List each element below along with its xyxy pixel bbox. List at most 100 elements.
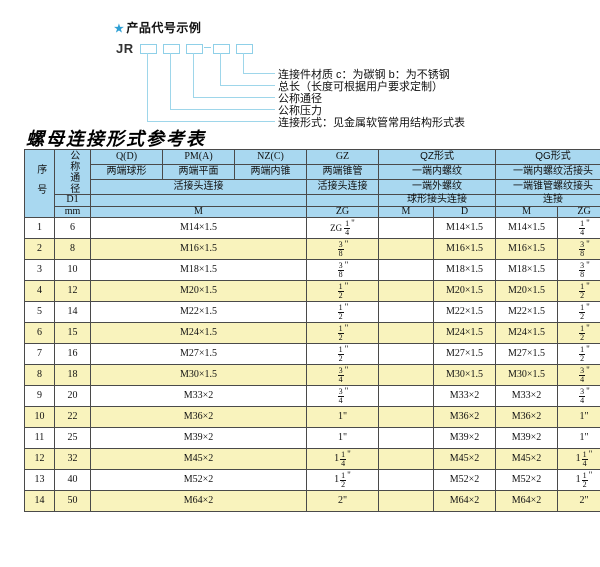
leader-label-connection-form: 连接形式：见金属软管常用结构形式表 [278, 117, 465, 129]
cell-thread-m-qz [378, 259, 434, 281]
header-connform-qg: 一端锥管螺纹接头 [495, 179, 600, 195]
cell-bore: 40 [54, 469, 91, 491]
cell-thread-zg-gz: 3 4 " [306, 364, 379, 386]
cell-bore: 14 [54, 301, 91, 323]
cell-thread-zg-gz: ZG 1 4 " [306, 217, 379, 239]
header-endform-pma: 两端平面 [162, 164, 235, 180]
cell-bore: 10 [54, 259, 91, 281]
header-row-conn-forms: 活接头连接 活接头连接 一端外螺纹 一端锥管螺纹接头 [25, 179, 600, 195]
header-row-units: mm M ZG M D M ZG [25, 205, 600, 218]
cell-bore: 22 [54, 406, 91, 428]
cell-thread-zg-gz: 3 4 " [306, 385, 379, 407]
cell-thread-zg-qg: 1 4 " [557, 217, 600, 239]
table-row: 10 22 M36×2 1" M36×2 M36×2 1" [24, 406, 600, 428]
header-thread-m-qg: M [495, 205, 559, 218]
table-row: 13 40 M52×2 1 1 2 " M52×2 M52×2 1 1 2 " [24, 469, 600, 491]
cell-thread-zg-qg: 2" [557, 490, 600, 512]
header-endform-qg: 一端内螺纹活接头 [495, 164, 600, 180]
table-body: 1 6 M14×1.5 ZG 1 4 " M14×1.5 M14×1.5 1 4 " 2 8 M16×1.5… [24, 217, 600, 512]
leader-label-material: 连接件材质 c：为碳钢 b：为不锈钢 [278, 69, 450, 81]
cell-thread-m-qg: M18×1.5 [495, 259, 559, 281]
cell-thread-zg-qg: 1 1 2 " [557, 469, 600, 491]
cell-thread-d-qz: M14×1.5 [432, 217, 497, 239]
cell-thread-zg-gz: 1 1 4 " [306, 448, 379, 470]
leader-label-nominal-bore: 公称通径 [278, 93, 322, 105]
nut-connection-reference-table: 序号 公称通径 Q(D) PM(A) NZ(C) GZ QZ形式 QG形式 两端… [24, 149, 600, 512]
header-subconn-qz: 球形接头连接 [377, 194, 497, 207]
cell-thread-zg-qg: 1 1 4 " [557, 448, 600, 470]
cell-thread-m-qg: M16×1.5 [495, 238, 559, 260]
cell-bore: 15 [54, 322, 91, 344]
cell-thread-m-qz [378, 364, 434, 386]
cell-thread-zg-gz: 1 2 " [306, 301, 379, 323]
cell-thread-m-qg: M22×1.5 [495, 301, 559, 323]
cell-seq: 3 [24, 259, 55, 281]
header-thread-zg-qg: ZG [557, 205, 600, 218]
cell-thread-m-union: M22×1.5 [90, 301, 307, 323]
cell-thread-d-qz: M18×1.5 [432, 259, 497, 281]
header-thread-zg-gz: ZG [306, 205, 379, 218]
cell-thread-d-qz: M30×1.5 [432, 364, 497, 386]
cell-thread-zg-qg: 1" [557, 427, 600, 449]
table-title: 螺母连接形式参考表 [26, 129, 206, 149]
cell-thread-zg-gz: 1 1 2 " [306, 469, 379, 491]
table-row: 9 20 M33×2 3 4 " M33×2 M33×2 3 4 " [24, 385, 600, 407]
cell-thread-d-qz: M64×2 [432, 490, 497, 512]
cell-thread-d-qz: M52×2 [432, 469, 497, 491]
cell-bore: 16 [54, 343, 91, 365]
cell-thread-m-union: M64×2 [90, 490, 307, 512]
cell-thread-m-qz [378, 406, 434, 428]
cell-thread-m-qz [378, 469, 434, 491]
leader-line-material-vertical [243, 53, 244, 73]
cell-thread-m-qg: M39×2 [495, 427, 559, 449]
cell-thread-m-qz [378, 301, 434, 323]
cell-seq: 4 [24, 280, 55, 302]
cell-thread-zg-gz: 2" [306, 490, 379, 512]
cell-bore: 20 [54, 385, 91, 407]
cell-thread-m-qz [378, 427, 434, 449]
cell-thread-m-qg: M64×2 [495, 490, 559, 512]
leader-line-pressure-horizontal [170, 109, 275, 110]
header-group-gz: GZ [306, 149, 379, 165]
cell-bore: 32 [54, 448, 91, 470]
cell-thread-m-qg: M14×1.5 [495, 217, 559, 239]
cell-thread-m-qz [378, 343, 434, 365]
code-box-5 [236, 44, 253, 54]
cell-thread-zg-qg: 1 2 " [557, 280, 600, 302]
product-code-prefix: JR [116, 41, 134, 56]
leader-line-material-horizontal [243, 73, 275, 74]
cell-seq: 1 [24, 217, 55, 239]
cell-thread-m-qg: M20×1.5 [495, 280, 559, 302]
cell-thread-d-qz: M24×1.5 [432, 322, 497, 344]
header-thread-m-union: M [90, 205, 307, 218]
cell-thread-m-union: M27×1.5 [90, 343, 307, 365]
cell-seq: 12 [24, 448, 55, 470]
cell-thread-zg-qg: 3 8 " [557, 259, 600, 281]
code-box-2 [163, 44, 180, 54]
cell-thread-m-qg: M30×1.5 [495, 364, 559, 386]
cell-thread-m-qz [378, 322, 434, 344]
cell-thread-m-qg: M33×2 [495, 385, 559, 407]
product-code-diagram: ★ 产品代号示例 JR 连接件材质 c：为碳钢 b：为不锈钢 总长（长度可根据用户… [0, 0, 600, 129]
cell-thread-m-qz [378, 238, 434, 260]
cell-thread-m-union: M30×1.5 [90, 364, 307, 386]
cell-thread-m-qg: M45×2 [495, 448, 559, 470]
table-row: 3 10 M18×1.5 3 8 " M18×1.5 M18×1.5 3 8 " [24, 259, 600, 281]
header-connform-qz: 一端外螺纹 [377, 179, 497, 195]
cell-thread-d-qz: M33×2 [432, 385, 497, 407]
leader-line-connform-vertical [147, 53, 148, 121]
cell-thread-zg-qg: 1 2 " [557, 322, 600, 344]
table-row: 1 6 M14×1.5 ZG 1 4 " M14×1.5 M14×1.5 1 4 " [24, 217, 600, 239]
cell-thread-zg-gz: 1" [306, 406, 379, 428]
header-group-qz: QZ形式 [377, 149, 497, 165]
cell-bore: 18 [54, 364, 91, 386]
cell-thread-zg-qg: 1 2 " [557, 301, 600, 323]
cell-seq: 5 [24, 301, 55, 323]
cell-thread-zg-qg: 3 4 " [557, 385, 600, 407]
cell-thread-zg-qg: 1" [557, 406, 600, 428]
code-box-4 [213, 44, 230, 54]
cell-thread-m-union: M52×2 [90, 469, 307, 491]
cell-thread-d-qz: M16×1.5 [432, 238, 497, 260]
cell-seq: 7 [24, 343, 55, 365]
cell-seq: 8 [24, 364, 55, 386]
